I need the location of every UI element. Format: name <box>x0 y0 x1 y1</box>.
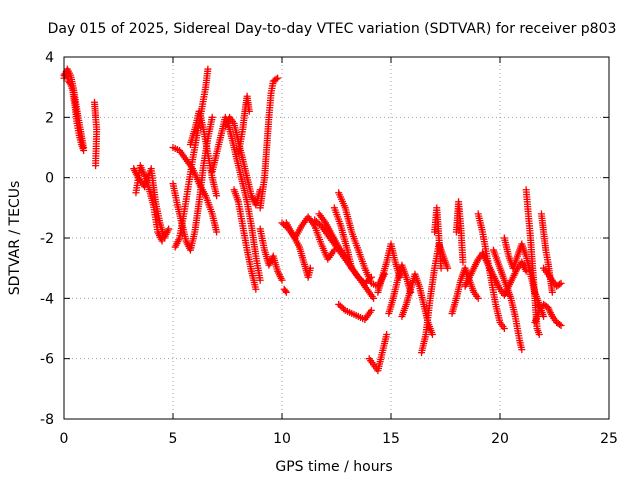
data-point <box>370 294 378 302</box>
y-tick-label: -6 <box>40 352 54 368</box>
data-point <box>312 217 320 225</box>
data-point <box>204 65 212 73</box>
data-point <box>278 276 286 284</box>
data-point <box>282 288 290 296</box>
grid-lines <box>64 57 609 419</box>
tick-labels: 0 5 10 15 20 25 -8 -6 -4 -2 0 2 4 <box>40 50 618 447</box>
data-point <box>557 279 565 287</box>
y-tick-label: 0 <box>45 171 54 187</box>
data-point <box>213 228 221 236</box>
x-axis-label: GPS time / hours <box>275 459 392 475</box>
x-tick-label: 20 <box>491 431 509 447</box>
y-tick-label: 2 <box>45 110 54 126</box>
data-point <box>428 331 436 339</box>
data-point <box>245 107 253 115</box>
data-point <box>213 192 221 200</box>
data-point <box>535 331 543 339</box>
data-point <box>340 305 348 313</box>
data-point <box>444 264 452 272</box>
data-point <box>208 113 216 121</box>
data-point <box>354 273 362 281</box>
y-axis-label: SDTVAR / TECUs <box>7 181 23 296</box>
data-point <box>80 144 88 151</box>
data-point <box>348 264 356 272</box>
data-point <box>158 237 166 245</box>
data-point <box>356 275 364 283</box>
data-point <box>383 331 391 339</box>
data-point <box>314 219 322 227</box>
y-tick-label: 4 <box>45 50 54 66</box>
chart-title: Day 015 of 2025, Sidereal Day-to-day VTE… <box>48 21 617 37</box>
data-point <box>336 302 344 310</box>
y-tick-label: -4 <box>40 291 54 307</box>
data-point <box>358 276 366 284</box>
data-point <box>92 162 100 170</box>
data-point <box>272 75 280 83</box>
x-tick-label: 15 <box>382 431 400 447</box>
data-point <box>281 287 289 295</box>
data-point <box>474 294 482 302</box>
data-points <box>60 65 565 375</box>
data-point <box>518 346 526 354</box>
data-point <box>500 325 508 332</box>
x-tick-label: 0 <box>60 431 69 447</box>
data-point <box>335 300 343 308</box>
x-tick-label: 10 <box>273 431 291 447</box>
data-point <box>338 303 346 311</box>
data-point <box>252 285 260 293</box>
data-point <box>557 321 565 329</box>
data-point <box>311 216 319 224</box>
axis-ticks <box>63 56 610 420</box>
data-point <box>522 267 530 275</box>
data-point <box>548 288 556 296</box>
data-point <box>459 258 467 266</box>
x-tick-label: 5 <box>169 431 178 447</box>
y-tick-label: -2 <box>40 231 54 247</box>
data-point <box>556 280 564 288</box>
data-point <box>165 225 173 233</box>
data-point <box>256 276 264 284</box>
data-point <box>540 312 548 320</box>
data-point <box>306 264 314 272</box>
x-tick-label: 25 <box>600 431 618 447</box>
data-point <box>274 74 282 82</box>
data-point <box>367 306 375 314</box>
data-point <box>437 264 445 272</box>
y-tick-label: -8 <box>40 412 54 428</box>
data-point <box>361 279 369 287</box>
data-point <box>556 320 564 328</box>
